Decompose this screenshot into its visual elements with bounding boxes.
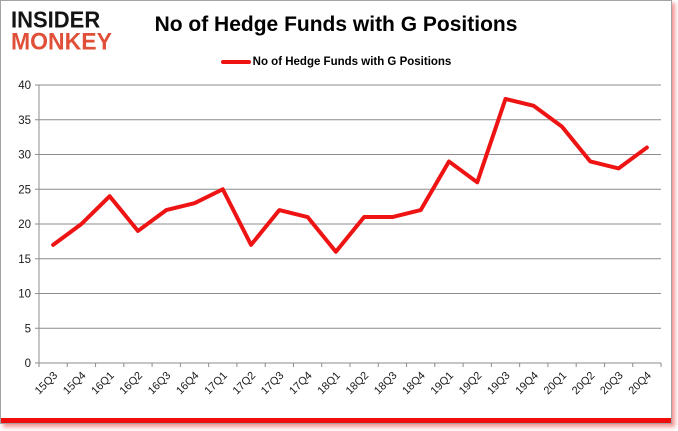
x-tick-label: 18Q3 <box>372 370 400 398</box>
legend-line-swatch <box>220 60 251 64</box>
x-tick-label: 19Q2 <box>457 370 485 398</box>
insider-monkey-logo: INSIDER MONKEY <box>11 6 112 55</box>
y-tick-label: 5 <box>25 323 31 335</box>
logo-insider-text: INSIDER <box>11 6 101 33</box>
x-tick-label: 17Q3 <box>259 370 287 398</box>
x-tick-label: 16Q4 <box>174 370 202 398</box>
chart-legend: No of Hedge Funds with G Positions <box>1 54 671 70</box>
y-tick-label: 15 <box>18 254 31 266</box>
x-tick-label: 15Q3 <box>33 370 61 398</box>
x-tick-label: 19Q3 <box>485 370 513 398</box>
y-tick-label: 10 <box>18 289 31 301</box>
y-tick-label: 40 <box>18 80 31 92</box>
y-tick-label: 35 <box>18 115 31 127</box>
x-tick-label: 17Q1 <box>202 370 230 398</box>
logo-monkey-text: MONKEY <box>11 26 112 55</box>
x-tick-label: 17Q2 <box>231 370 259 398</box>
chart-frame: INSIDER MONKEY No of Hedge Funds with G … <box>0 0 672 424</box>
x-tick-label: 20Q2 <box>570 370 598 398</box>
x-tick-label: 16Q2 <box>118 370 146 398</box>
frame-bottom-accent-bar <box>1 418 671 423</box>
x-tick-label: 18Q1 <box>315 370 343 398</box>
x-tick-label: 18Q4 <box>400 370 428 398</box>
x-tick-label: 16Q3 <box>146 370 174 398</box>
x-tick-label: 16Q1 <box>89 370 117 398</box>
legend-series-label: No of Hedge Funds with G Positions <box>252 56 452 68</box>
data-line <box>51 96 649 254</box>
y-tick-label: 30 <box>18 150 31 162</box>
x-tick-label: 20Q3 <box>598 370 626 398</box>
x-tick-label: 17Q4 <box>287 370 315 398</box>
page-title: No of Hedge Funds with G Positions <box>154 13 518 36</box>
y-tick-label: 20 <box>18 219 31 231</box>
hedge-funds-line-chart: 0 5 10 15 20 25 30 35 40 15Q3 15Q4 16Q1 16Q2 16Q3 16Q4… <box>18 80 662 398</box>
x-tick-label: 20Q4 <box>626 370 654 398</box>
x-tick-label: 18Q2 <box>344 370 372 398</box>
x-tick-label: 15Q4 <box>61 370 89 398</box>
x-tick-label: 19Q1 <box>429 370 457 398</box>
y-tick-label: 25 <box>18 184 31 196</box>
x-tick-label: 20Q1 <box>542 370 570 398</box>
y-tick-label: 0 <box>25 358 31 370</box>
x-tick-label: 19Q4 <box>513 370 541 398</box>
